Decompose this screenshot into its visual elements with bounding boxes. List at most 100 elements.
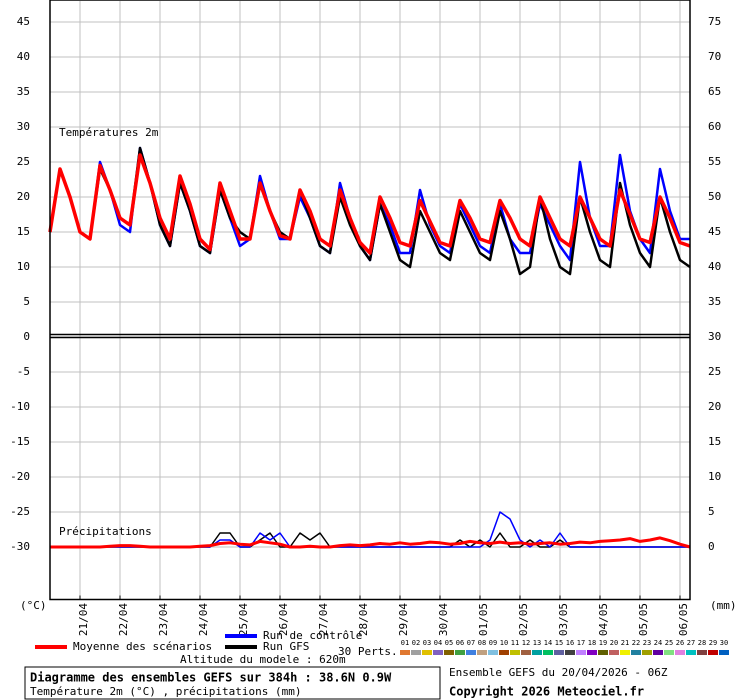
- pert-label: 10: [500, 639, 508, 647]
- pert-label: 24: [654, 639, 662, 647]
- pert-label: 26: [676, 639, 684, 647]
- x-tick-label: 02/05: [517, 603, 530, 636]
- x-tick-label: 27/04: [317, 603, 330, 636]
- y2-tick-label: 70: [708, 50, 721, 63]
- pert-label: 14: [544, 639, 552, 647]
- pert-swatch: [433, 650, 443, 655]
- pert-label: 02: [412, 639, 420, 647]
- pert-label: 08: [478, 639, 486, 647]
- pert-swatch: [444, 650, 454, 655]
- pert-swatch: [686, 650, 696, 655]
- pert-swatch: [543, 650, 553, 655]
- pert-label: 29: [709, 639, 717, 647]
- legend-label: Run GFS: [263, 640, 309, 653]
- pert-label: 15: [555, 639, 563, 647]
- y-tick-label: -5: [17, 365, 30, 378]
- pert-swatch: [488, 650, 498, 655]
- pert-swatch: [477, 650, 487, 655]
- pert-swatch: [587, 650, 597, 655]
- x-tick-label: 05/05: [637, 603, 650, 636]
- pert-swatch: [554, 650, 564, 655]
- y-tick-label: 45: [17, 15, 30, 28]
- footer-box: [24, 666, 441, 700]
- pert-label: 22: [632, 639, 640, 647]
- pert-label: 12: [522, 639, 530, 647]
- temp-panel-label: Températures 2m: [59, 126, 159, 139]
- y-tick-label: -20: [10, 470, 30, 483]
- footer-run: Ensemble GEFS du 20/04/2026 - 06Z: [449, 666, 668, 679]
- pert-label: 03: [423, 639, 431, 647]
- plot-background: [50, 0, 690, 599]
- pert-swatch: [642, 650, 652, 655]
- y2-tick-label: 50: [708, 190, 721, 203]
- y2-tick-label: 5: [708, 505, 715, 518]
- y-tick-label: -30: [10, 540, 30, 553]
- pert-swatch: [675, 650, 685, 655]
- x-tick-label: 26/04: [277, 603, 290, 636]
- pert-label: 11: [511, 639, 519, 647]
- pert-swatch: [532, 650, 542, 655]
- pert-label: 13: [533, 639, 541, 647]
- footer-copyright: Copyright 2026 Meteociel.fr: [449, 685, 644, 699]
- pert-swatch: [510, 650, 520, 655]
- y2-tick-label: 15: [708, 435, 721, 448]
- y-tick-label: 25: [17, 155, 30, 168]
- x-tick-label: 04/05: [597, 603, 610, 636]
- y2-tick-label: 20: [708, 400, 721, 413]
- x-tick-label: 22/04: [117, 603, 130, 636]
- pert-label: 18: [588, 639, 596, 647]
- x-tick-label: 28/04: [357, 603, 370, 636]
- y2-tick-label: 40: [708, 260, 721, 273]
- precip-panel-label: Précipitations: [59, 525, 152, 538]
- pert-label: 07: [467, 639, 475, 647]
- pert-swatch: [719, 650, 729, 655]
- footer-title: Diagramme des ensembles GEFS sur 384h : …: [30, 671, 392, 685]
- pert-swatch: [411, 650, 421, 655]
- pert-label: 01: [401, 639, 409, 647]
- y2-tick-label: 10: [708, 470, 721, 483]
- pert-label: 30: [720, 639, 728, 647]
- pert-swatch: [466, 650, 476, 655]
- x-tick-label: 03/05: [557, 603, 570, 636]
- pert-swatch: [598, 650, 608, 655]
- y2-tick-label: 35: [708, 295, 721, 308]
- y-tick-label: -25: [10, 505, 30, 518]
- pert-label: 05: [445, 639, 453, 647]
- pert-label: 27: [687, 639, 695, 647]
- x-tick-label: 01/05: [477, 603, 490, 636]
- pert-swatch: [499, 650, 509, 655]
- pert-swatch: [708, 650, 718, 655]
- y-tick-label: 10: [17, 260, 30, 273]
- pert-label: 19: [599, 639, 607, 647]
- pert-swatch: [653, 650, 663, 655]
- y-tick-label: -10: [10, 400, 30, 413]
- left-unit: (°C): [20, 599, 47, 612]
- pert-label: 04: [434, 639, 442, 647]
- y-tick-label: 0: [23, 330, 30, 343]
- x-tick-label: 30/04: [437, 603, 450, 636]
- pert-swatch: [576, 650, 586, 655]
- legend-label: Moyenne des scénarios: [73, 640, 212, 653]
- y-tick-label: 15: [17, 225, 30, 238]
- x-tick-label: 21/04: [77, 603, 90, 636]
- x-tick-label: 23/04: [157, 603, 170, 636]
- x-tick-label: 24/04: [197, 603, 210, 636]
- pert-swatch: [697, 650, 707, 655]
- series-line: [48, 153, 691, 255]
- y-tick-label: 20: [17, 190, 30, 203]
- y2-tick-label: 25: [708, 365, 721, 378]
- pert-swatch: [609, 650, 619, 655]
- x-tick-label: 29/04: [397, 603, 410, 636]
- x-tick-label: 25/04: [237, 603, 250, 636]
- pert-label: 23: [643, 639, 651, 647]
- y2-tick-label: 75: [708, 15, 721, 28]
- y2-tick-label: 0: [708, 540, 715, 553]
- y-tick-label: 40: [17, 50, 30, 63]
- y-tick-label: 5: [23, 295, 30, 308]
- pert-label: 06: [456, 639, 464, 647]
- pert-label: 17: [577, 639, 585, 647]
- perts-label: 30 Perts.: [338, 645, 398, 658]
- y2-tick-label: 30: [708, 330, 721, 343]
- y2-tick-label: 45: [708, 225, 721, 238]
